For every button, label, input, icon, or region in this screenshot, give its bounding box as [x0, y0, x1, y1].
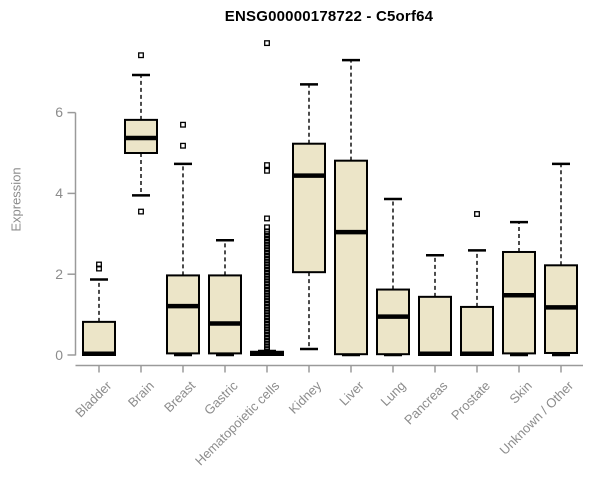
box-Kidney	[292, 142, 326, 274]
outlier-point	[264, 215, 270, 222]
box-Gastric	[208, 274, 242, 355]
outlier-point	[138, 208, 144, 215]
box-Liver	[334, 159, 368, 356]
outlier-point	[264, 224, 270, 231]
outlier-point	[180, 142, 186, 149]
y-tick-label-4: 4	[55, 185, 63, 201]
y-tick-label-0: 0	[55, 347, 63, 363]
y-tick-label-2: 2	[55, 266, 63, 282]
outlier-point	[474, 211, 480, 217]
outlier-point	[264, 40, 270, 47]
outlier-point	[264, 162, 270, 169]
outlier-point	[96, 261, 102, 268]
box-Pancreas	[418, 295, 452, 357]
y-tick-label-6: 6	[55, 104, 63, 120]
box-Skin	[502, 250, 536, 355]
box-Prostate	[460, 305, 494, 357]
chart-title: ENSG00000178722 - C5orf64	[224, 8, 434, 25]
outlier-point	[138, 52, 144, 59]
box-Breast	[166, 274, 200, 355]
outlier-point	[264, 167, 270, 174]
box-Bladder	[82, 320, 116, 357]
box-Lung	[376, 288, 410, 356]
outlier-point	[180, 121, 186, 128]
